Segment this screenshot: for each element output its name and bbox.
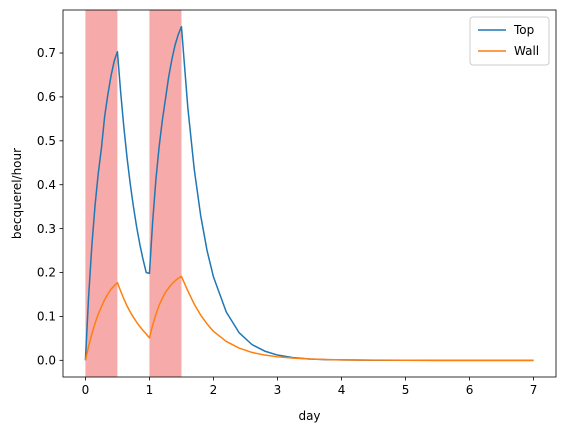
x-tick-label: 4 — [338, 383, 346, 397]
y-tick-label: 0.3 — [37, 222, 56, 236]
y-tick-label: 0.0 — [37, 354, 56, 368]
x-tick-label: 7 — [530, 383, 538, 397]
y-axis-label: becquerel/hour — [10, 148, 24, 239]
legend-box — [469, 16, 550, 66]
y-tick-label: 0.4 — [37, 178, 56, 192]
y-tick-label: 0.1 — [37, 310, 56, 324]
x-tick-label: 2 — [210, 383, 218, 397]
x-tick-label: 0 — [82, 383, 90, 397]
series-line-wall — [84, 275, 534, 362]
x-tick-label: 5 — [402, 383, 410, 397]
plot-area-frame — [62, 9, 557, 378]
x-tick-label: 1 — [146, 383, 154, 397]
x-tick-label: 6 — [466, 383, 474, 397]
y-tick-label: 0.2 — [37, 266, 56, 280]
y-tick-label: 0.5 — [37, 134, 56, 148]
x-axis: 0 1 2 3 4 5 6 7 — [82, 377, 538, 397]
y-tick-label: 0.6 — [37, 90, 56, 104]
legend-label-top: Top — [513, 23, 534, 37]
legend-label-wall: Wall — [514, 44, 539, 58]
y-tick-label: 0.7 — [37, 46, 56, 60]
x-axis-label: day — [298, 409, 320, 423]
x-tick-label: 3 — [274, 383, 282, 397]
legend: Top Wall — [469, 16, 550, 66]
series-layer — [84, 25, 534, 362]
y-axis: 0.0 0.1 0.2 0.3 0.4 0.5 0.6 0.7 — [37, 46, 63, 368]
